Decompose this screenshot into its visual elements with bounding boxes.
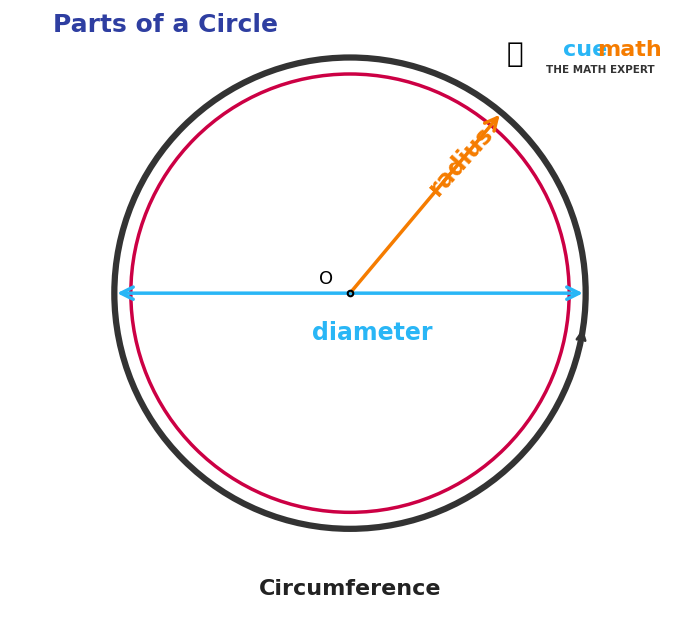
Text: O: O — [319, 270, 333, 288]
Text: diameter: diameter — [312, 321, 433, 345]
Text: cue: cue — [564, 40, 608, 60]
Text: Parts of a Circle: Parts of a Circle — [52, 12, 278, 37]
Text: radius: radius — [424, 122, 497, 200]
Text: Circumference: Circumference — [259, 579, 441, 600]
Text: THE MATH EXPERT: THE MATH EXPERT — [546, 65, 655, 75]
Text: 🚀: 🚀 — [506, 40, 523, 68]
Text: math: math — [597, 40, 662, 60]
